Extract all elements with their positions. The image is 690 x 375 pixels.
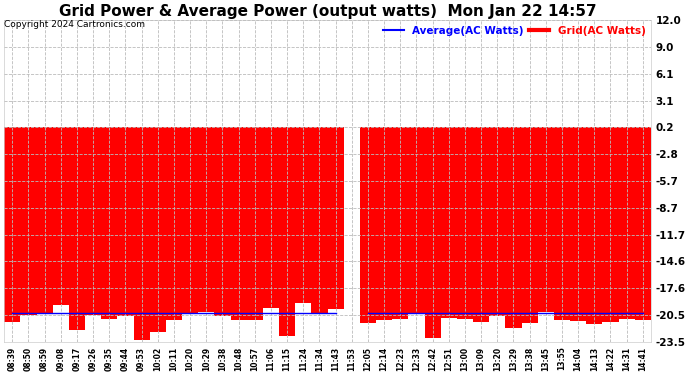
Bar xyxy=(328,127,344,309)
Bar xyxy=(489,127,505,316)
Bar xyxy=(376,127,392,320)
Bar xyxy=(522,127,538,323)
Bar xyxy=(554,127,570,320)
Bar xyxy=(505,127,522,328)
Title: Grid Power & Average Power (output watts)  Mon Jan 22 14:57: Grid Power & Average Power (output watts… xyxy=(59,4,596,19)
Bar xyxy=(263,127,279,308)
Bar xyxy=(230,127,246,320)
Legend: Average(AC Watts), Grid(AC Watts): Average(AC Watts), Grid(AC Watts) xyxy=(383,26,646,36)
Bar xyxy=(37,127,52,314)
Bar xyxy=(246,127,263,320)
Bar xyxy=(101,127,117,319)
Bar xyxy=(295,127,311,303)
Bar xyxy=(117,127,133,316)
Bar xyxy=(602,127,618,322)
Bar xyxy=(457,127,473,319)
Bar xyxy=(4,127,20,322)
Bar xyxy=(424,127,441,339)
Bar xyxy=(150,127,166,332)
Bar xyxy=(69,127,85,330)
Bar xyxy=(408,127,424,314)
Bar xyxy=(311,127,328,314)
Bar xyxy=(586,127,602,324)
Bar xyxy=(182,127,198,314)
Bar xyxy=(198,127,215,312)
Bar xyxy=(52,127,69,305)
Bar xyxy=(85,127,101,315)
Bar xyxy=(133,127,150,340)
Bar xyxy=(441,127,457,318)
Bar xyxy=(279,127,295,336)
Bar xyxy=(360,127,376,323)
Bar xyxy=(20,127,37,315)
Bar xyxy=(538,127,554,312)
Bar xyxy=(392,127,408,319)
Bar xyxy=(618,127,635,319)
Bar xyxy=(166,127,182,320)
Bar xyxy=(473,127,489,321)
Bar xyxy=(215,127,230,316)
Bar xyxy=(635,127,651,320)
Bar xyxy=(570,127,586,321)
Text: Copyright 2024 Cartronics.com: Copyright 2024 Cartronics.com xyxy=(4,20,145,29)
